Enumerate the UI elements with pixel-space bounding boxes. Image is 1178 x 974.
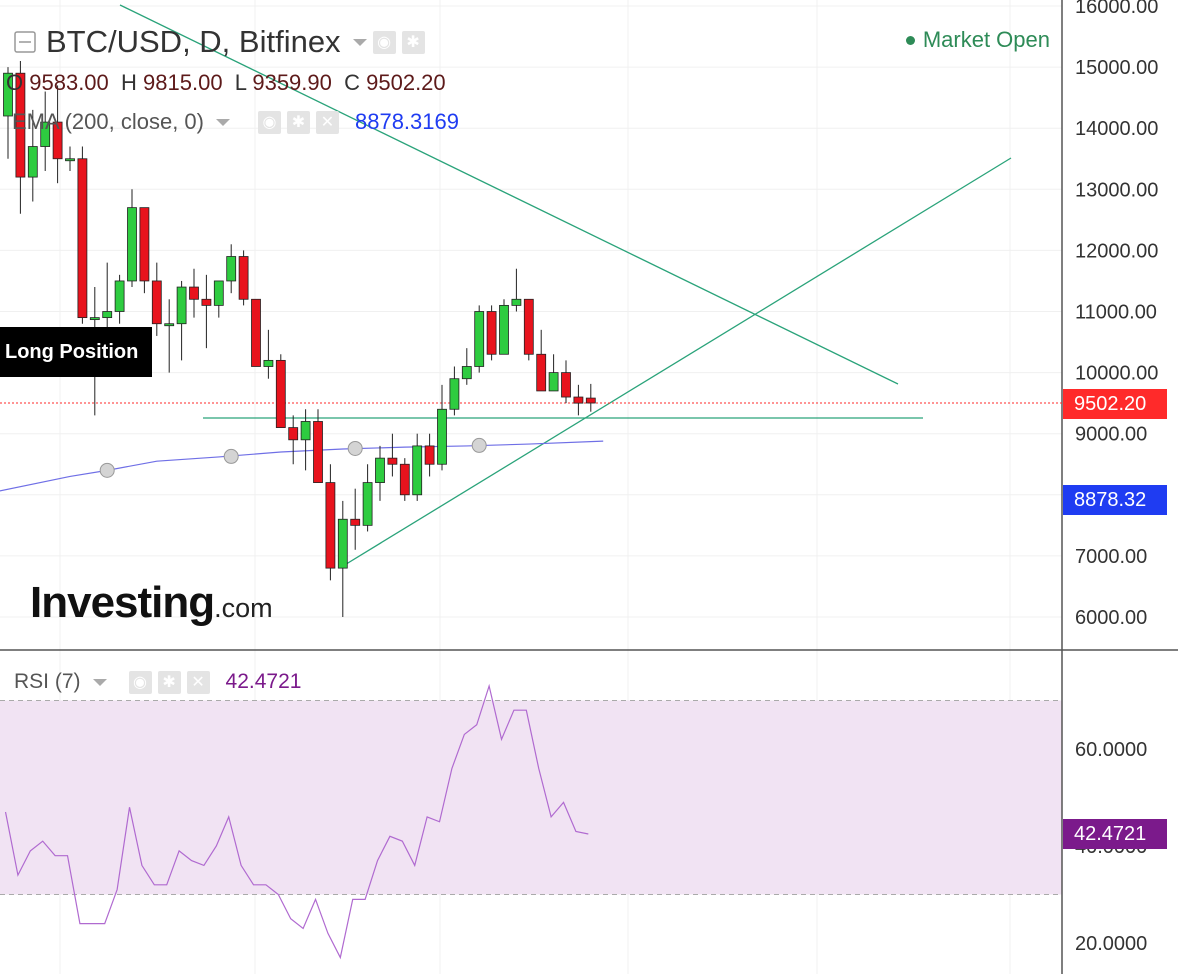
ema-legend[interactable]: EMA (200, close, 0) ◉ ✱ ✕ 8878.3169 [12,109,459,135]
candle-down [238,256,249,300]
eye-icon[interactable]: ◉ [257,110,281,134]
symbol-title[interactable]: BTC/USD, D, Bitfinex ◉ ✱ [14,24,425,60]
candle-up [102,311,113,319]
ema-marker [347,440,363,456]
candle-down [189,286,199,300]
candle-down [387,457,398,465]
price-tick-label: 16000.00 [1075,0,1158,18]
candle-up [3,72,13,117]
candle-down [325,482,336,569]
candle-down [151,280,162,325]
ema-marker [223,448,239,464]
symbol-label: BTC/USD, D, Bitfinex [46,24,341,59]
candle-down [77,158,88,319]
price-tick-label: 7000.00 [1075,546,1147,568]
candle-up [65,158,75,162]
price-tick-label: 10000.00 [1075,363,1158,385]
rsi-tick-label: 20.0000 [1075,933,1147,955]
price-tick-label: 6000.00 [1075,607,1147,629]
ema-marker [99,462,115,478]
candle-up [114,280,125,312]
candle-down [399,463,410,496]
candle-down [536,353,547,392]
candle-up [474,311,485,367]
rsi-value: 42.4721 [225,670,302,693]
price-tick-label: 13000.00 [1075,179,1158,201]
candle-up [548,372,559,392]
candle-up [362,482,373,526]
candle-up [127,207,137,282]
candle-up [499,304,509,355]
candle-up [412,445,423,496]
close-icon[interactable]: ✕ [186,670,210,694]
candle-up [176,286,187,325]
rsi-line [4,683,589,960]
candle-up [337,518,348,569]
candle-down [288,427,299,441]
chevron-down-icon[interactable] [352,38,367,46]
price-tick-label: 14000.00 [1075,118,1158,140]
chevron-down-icon[interactable] [215,118,230,126]
candle-down [52,121,63,160]
candle-down [523,298,534,355]
trendline [342,157,1012,567]
candle-down [424,445,435,465]
candle-down [139,207,150,282]
gear-icon[interactable]: ✱ [401,30,425,54]
price-tick-label: 15000.00 [1075,57,1158,79]
ema-value: 8878.3169 [354,109,459,134]
candle-down [573,396,584,404]
rsi-label: RSI (7) [14,670,81,693]
candle-down [313,421,323,483]
long-position-label[interactable]: Long Position [0,327,152,377]
candle-up [461,366,472,380]
candle-up [164,323,175,327]
candle-down [585,397,596,404]
last-price-tag: 9502.20 [1063,389,1167,419]
candle-down [561,372,571,398]
eye-icon[interactable]: ◉ [128,670,152,694]
ohlc-readout: O 9583.00 H 9815.00 L 9359.90 C 9502.20 [6,70,446,95]
candle-down [15,72,26,178]
rsi-price-tag: 42.4721 [1063,819,1167,849]
gear-icon[interactable]: ✱ [157,670,181,694]
status-dot-icon [905,35,915,45]
price-tick-label: 11000.00 [1075,302,1157,324]
price-tick-label: 9000.00 [1075,424,1147,446]
gear-icon[interactable]: ✱ [286,110,310,134]
ema-label: EMA (200, close, 0) [12,109,204,134]
candle-up [300,421,311,441]
ema-marker [471,437,487,453]
candle-up [40,121,51,147]
close-icon[interactable]: ✕ [315,110,339,134]
rsi-legend[interactable]: RSI (7) ◉ ✱ ✕ 42.4721 [14,670,301,694]
candle-down [350,518,361,526]
rsi-tick-label: 60.0000 [1075,739,1147,761]
investing-logo: Investing.com [30,578,273,627]
candle-down [251,298,261,367]
candle-up [89,317,100,321]
candle-up [27,146,38,178]
trendline [119,4,899,385]
eye-icon[interactable]: ◉ [372,30,396,54]
ema-price-tag: 8878.32 [1063,485,1167,515]
candle-up [449,378,460,410]
price-tick-label: 12000.00 [1075,240,1158,262]
candle-down [275,359,286,428]
candle-up [511,298,522,306]
ema-line [0,440,604,492]
candle-up [437,408,447,465]
candle-down [201,298,212,306]
collapse-icon[interactable] [14,31,36,53]
candle-down [486,311,497,355]
candle-up [375,457,385,483]
candle-up [226,256,237,282]
candle-up [263,359,274,367]
market-status: Market Open [905,27,1050,53]
candle-up [213,280,224,306]
chevron-down-icon[interactable] [92,678,107,686]
